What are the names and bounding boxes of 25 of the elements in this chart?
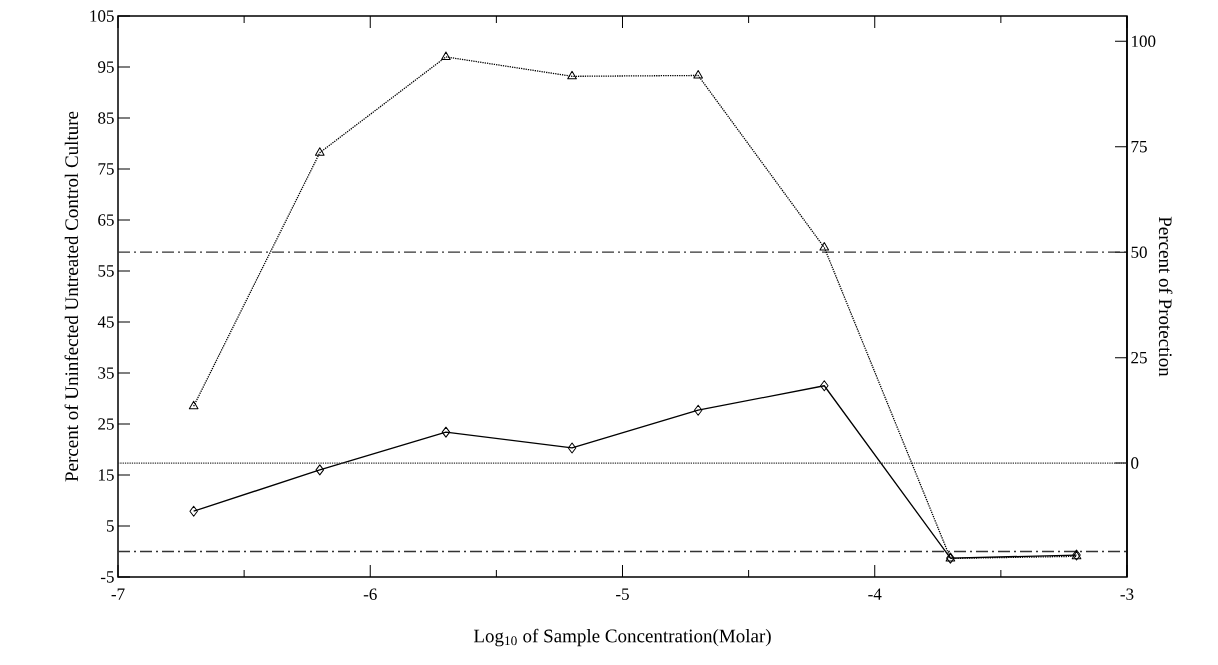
y-tick-label: 95 [98, 61, 114, 73]
y2-tick-label: 100 [1132, 35, 1156, 48]
y-tick-label: 105 [90, 10, 114, 22]
y-tick-label: 85 [98, 112, 114, 124]
y-tick-label: 45 [97, 316, 114, 328]
x-tick-label: -7 [111, 588, 125, 600]
x-tick-label: -4 [868, 588, 882, 600]
y-tick-label: 65 [98, 214, 114, 226]
y-tick-label: -5 [100, 571, 114, 583]
y-tick-label: 5 [106, 520, 114, 532]
y2-tick-label: 75 [1131, 141, 1147, 153]
y-tick-label: 35 [98, 367, 114, 379]
x-tick-label: -5 [616, 588, 629, 600]
x-axis-title: Log$_{10}$ of Sample Concentration(Molar) [473, 628, 771, 647]
x-tick-label: -3 [1120, 588, 1134, 600]
y-tick-label: 75 [98, 163, 114, 175]
y2-axis-title: Percent of Protection [1158, 216, 1173, 377]
y2-tick-label: 50 [1131, 246, 1147, 258]
y-tick-label: 15 [98, 469, 114, 481]
y-tick-label: 25 [98, 418, 114, 430]
x-tick-label: -6 [363, 588, 377, 600]
y2-tick-label: 0 [1131, 457, 1139, 469]
y2-tick-label: 25 [1131, 351, 1147, 364]
y-axis-title: Percent of Uninfected Untreated Control Culture [64, 111, 79, 482]
y-tick-label: 55 [98, 265, 114, 277]
